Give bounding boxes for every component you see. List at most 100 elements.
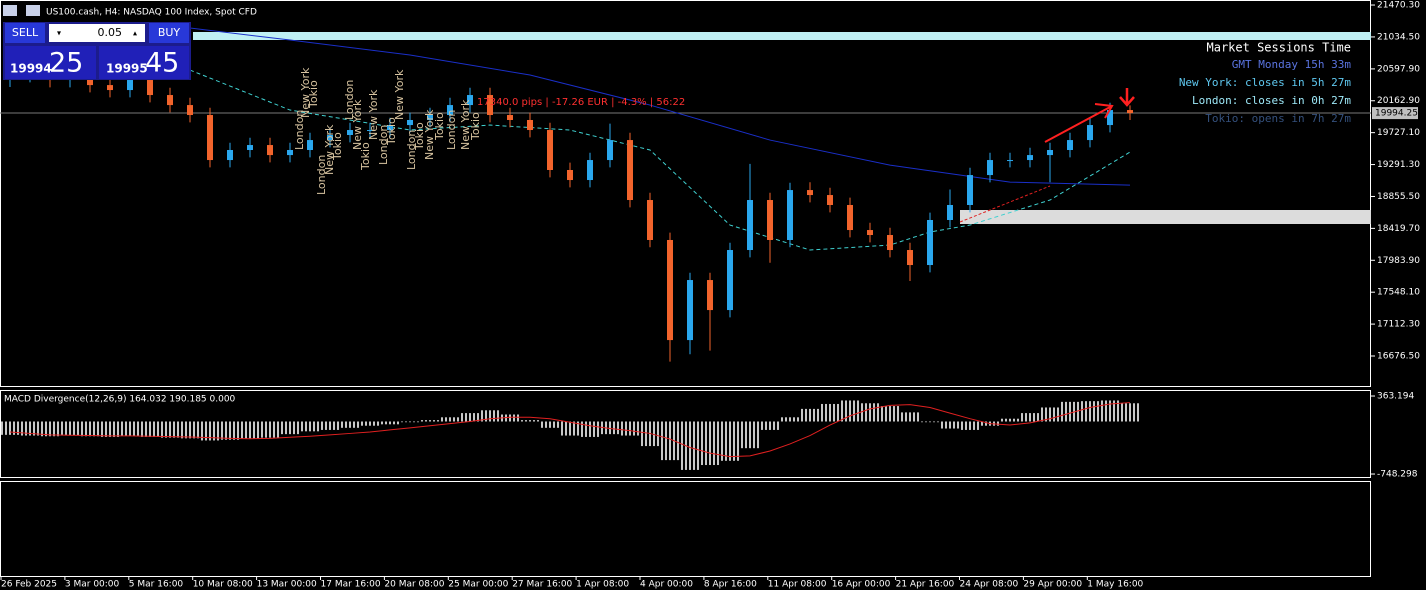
ask-main[interactable]: 19995 [106,62,148,76]
candle-body [147,80,153,96]
empty-pane [0,481,1371,577]
lot-input[interactable] [49,24,145,42]
y-tick-label: 18419.70 [1377,224,1420,234]
candle-body [407,119,413,126]
x-tick-label: 25 Mar 00:00 [448,580,508,590]
candle-body [267,145,273,156]
y-tick-label: 17548.10 [1377,288,1420,298]
y-tick-label: 20597.90 [1377,64,1420,74]
buy-button[interactable] [149,23,189,43]
y-tick-label: 363.194 [1377,392,1414,402]
candle-body [107,85,113,91]
x-tick-label: 1 Apr 08:00 [576,580,629,590]
x-tick-label: 1 May 16:00 [1087,580,1143,590]
candle-body [847,204,853,231]
sell-button[interactable] [5,23,45,43]
lot-up[interactable]: ▴ [133,29,137,38]
trade-info: 17340.0 pips | -17.26 EUR | -4.3% | 56:2… [477,97,685,108]
x-tick-label: 10 Mar 08:00 [193,580,253,590]
trend-line [959,185,1051,223]
macd-pane [0,390,1371,478]
candle-body [667,239,673,341]
lot-down[interactable]: ▾ [57,29,61,38]
candle-body [187,105,193,116]
candle-body [307,140,313,151]
session-label: Tokio [359,142,372,171]
x-tick-label: 4 Apr 00:00 [640,580,693,590]
candle-body [427,115,433,120]
y-tick-label: 17983.90 [1377,256,1420,266]
candle-body [247,145,253,151]
buy-label[interactable]: BUY [158,26,181,39]
x-tick-label: 5 Mar 16:00 [129,580,184,590]
icon [3,5,17,16]
price-tag-label: 19994.25 [1375,109,1418,119]
symbol-title: US100.cash, H4: NASDAQ 100 Index, Spot C… [46,8,257,18]
y-tick-label: 20162.90 [1377,96,1420,106]
session-label: London [445,110,458,150]
session-label: London [405,130,418,170]
session-label: Tokio [433,112,446,141]
session-line: GMT Monday 15h 33m [1232,58,1352,71]
resistance-zone [193,32,1371,40]
candle-body [967,175,973,205]
x-tick-label: 13 Mar 00:00 [257,580,317,590]
session-label: London [315,155,328,195]
candle-body [1127,110,1133,114]
candle-body [347,130,353,136]
icon [26,5,40,16]
ask-big[interactable]: 45 [145,48,179,79]
candle-body [1087,125,1093,141]
session-label: New York [351,99,364,150]
candle-body [387,125,393,131]
candle-body [1067,140,1073,151]
candle-body [447,105,453,116]
main-pane [0,0,1371,387]
y-tick-label: 19727.10 [1377,128,1420,138]
candle-body [827,195,833,205]
y-tick-label: 21470.30 [1377,1,1420,11]
candle-body [727,250,733,311]
session-label: London [377,125,390,165]
x-tick-label: 3 Mar 00:00 [65,580,120,590]
session-label: Tokio [331,132,344,161]
candle-body [627,140,633,201]
moving-average [189,69,1131,251]
x-tick-label: 17 Mar 16:00 [321,580,381,590]
ask-box[interactable] [99,46,189,79]
support-zone [960,210,1371,224]
session-line: Tokio: opens in 7h 27m [1205,112,1351,125]
bid-big[interactable]: 25 [49,48,83,79]
session-line: New York: closes in 5h 27m [1179,76,1352,89]
candle-body [867,230,873,236]
y-tick-label: 18855.50 [1377,192,1420,202]
session-line: London: closes in 0h 27m [1192,94,1351,107]
candle-body [367,130,373,132]
x-tick-label: 21 Apr 16:00 [896,580,955,590]
candle-body [127,80,133,91]
session-label: London [293,110,306,150]
session-label: Tokio [307,80,320,109]
candle-body [227,150,233,161]
sell-label[interactable]: SELL [12,26,39,39]
x-tick-label: 26 Feb 2025 [1,580,57,590]
session-label: Tokio [413,122,426,151]
x-tick-label: 20 Mar 08:00 [384,580,444,590]
arrow-down [1119,88,1135,107]
candle-body [1007,160,1013,162]
session-label: Tokio [385,117,398,146]
candle-body [287,150,293,156]
bid-main[interactable]: 19994 [10,62,52,76]
candle-body [167,95,173,106]
candle-body [747,200,753,251]
candle-body [987,160,993,176]
candle-body [687,280,693,341]
candle-body [647,200,653,240]
candle-body [547,130,553,170]
session-label: New York [393,69,406,120]
lot-value[interactable]: 0.05 [98,26,123,39]
candle-body [707,280,713,311]
bid-box[interactable] [5,46,96,79]
arrow-head [1094,103,1114,119]
